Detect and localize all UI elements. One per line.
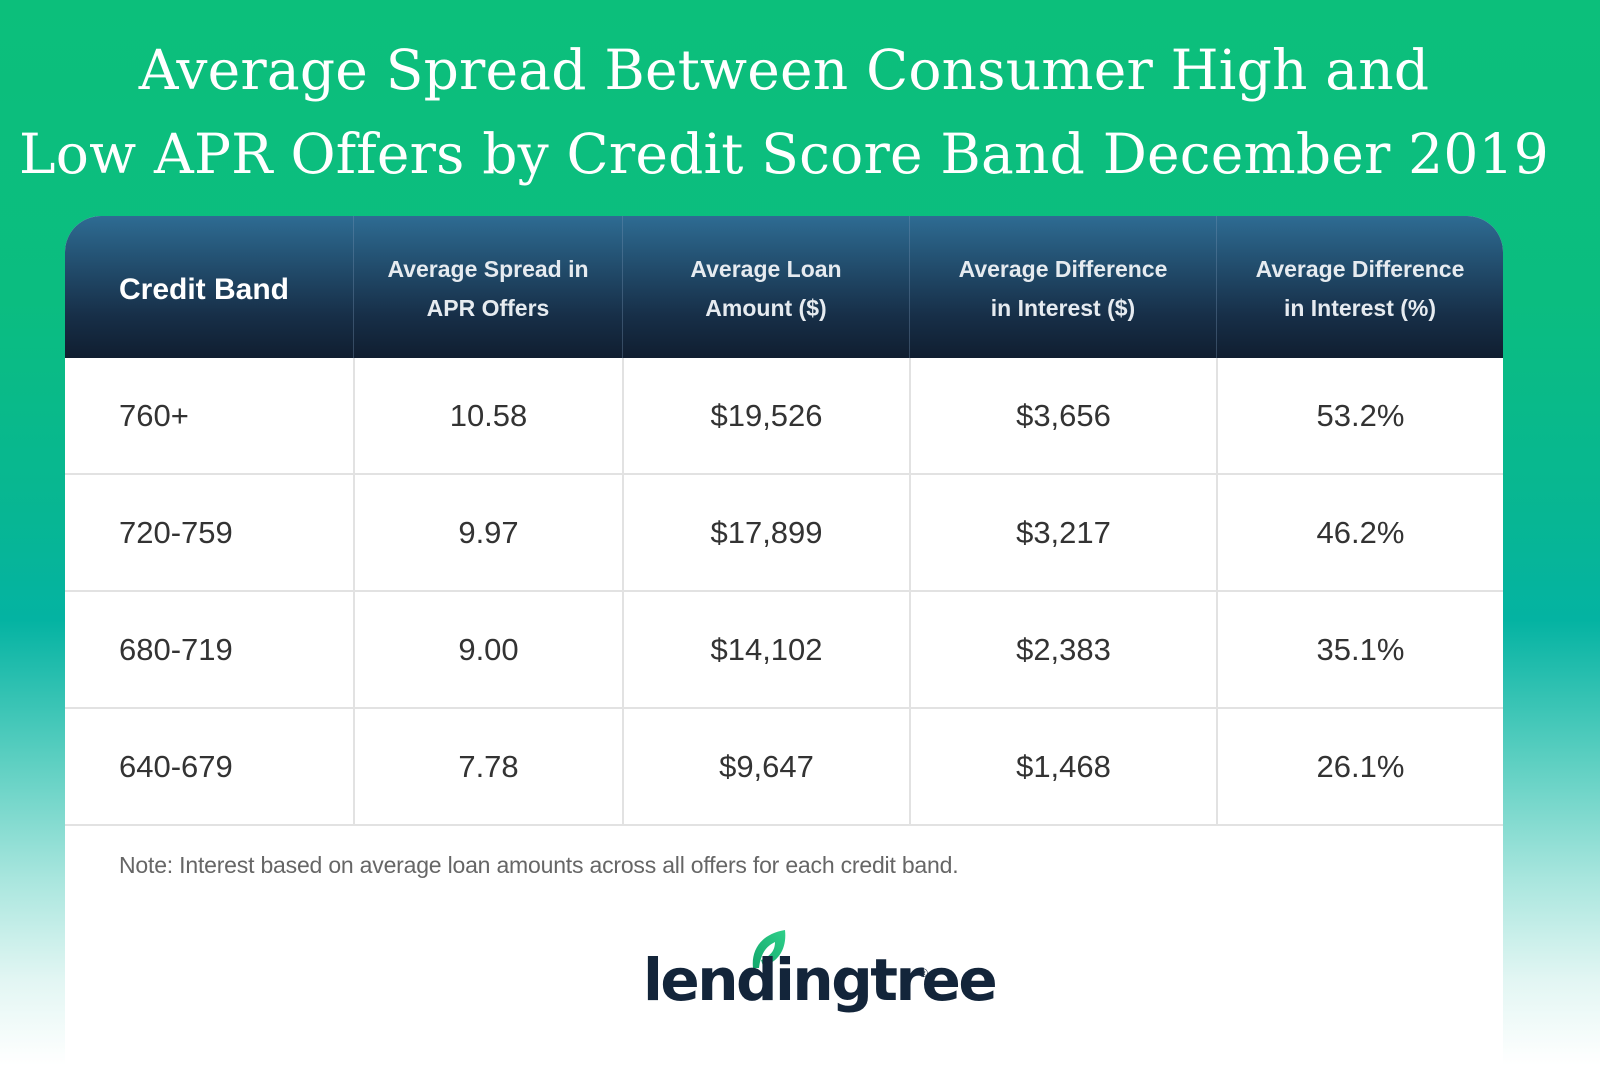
cell-average-loan-amount: $9,647	[622, 709, 909, 824]
table-row: 720-759 9.97 $17,899 $3,217 46.2%	[65, 475, 1503, 592]
cell-credit-band: 760+	[119, 397, 189, 433]
table-row: 760+ 10.58 $19,526 $3,656 53.2%	[65, 358, 1503, 475]
cell-credit-band: 680-719	[119, 631, 233, 667]
cell-average-spread: 9.97	[353, 475, 622, 590]
cell-credit-band: 720-759	[119, 514, 233, 550]
header-difference-interest-dollars: Average Difference in Interest ($)	[909, 216, 1216, 358]
cell-average-spread: 9.00	[353, 592, 622, 707]
cell-average-loan-amount: $14,102	[622, 592, 909, 707]
cell-credit-band: 640-679	[119, 748, 233, 784]
header-average-spread: Average Spread in APR Offers	[353, 216, 622, 358]
title-line-2: Low APR Offers by Credit Score Band Dece…	[19, 122, 1549, 186]
table-card: Credit Band Average Spread in APR Offers…	[65, 216, 1503, 1065]
header-average-loan-amount: Average Loan Amount ($)	[622, 216, 909, 358]
cell-difference-interest-dollars: $3,217	[909, 475, 1216, 590]
cell-difference-interest-percent: 46.2%	[1216, 475, 1503, 590]
cell-average-spread: 10.58	[353, 358, 622, 473]
cell-difference-interest-percent: 35.1%	[1216, 592, 1503, 707]
header-credit-band: Credit Band	[119, 272, 290, 306]
cell-difference-interest-dollars: $1,468	[909, 709, 1216, 824]
cell-difference-interest-dollars: $2,383	[909, 592, 1216, 707]
chart-title: Average Spread Between Consumer High and…	[0, 28, 1568, 196]
leaf-icon	[752, 930, 786, 968]
cell-difference-interest-percent: 53.2%	[1216, 358, 1503, 473]
cell-difference-interest-dollars: $3,656	[909, 358, 1216, 473]
table-header: Credit Band Average Spread in APR Offers…	[65, 216, 1503, 358]
cell-average-spread: 7.78	[353, 709, 622, 824]
table-body: 760+ 10.58 $19,526 $3,656 53.2% 720-759 …	[65, 358, 1503, 826]
lendingtree-logo: lendingtree ®	[643, 928, 998, 1018]
footnote: Note: Interest based on average loan amo…	[119, 852, 959, 878]
header-difference-interest-percent: Average Difference in Interest (%)	[1216, 216, 1503, 358]
title-line-1: Average Spread Between Consumer High and	[138, 38, 1430, 102]
cell-average-loan-amount: $17,899	[622, 475, 909, 590]
logo-wordmark: lendingtree	[643, 946, 998, 1014]
table-row: 640-679 7.78 $9,647 $1,468 26.1%	[65, 709, 1503, 826]
registered-mark: ®	[919, 966, 928, 980]
cell-difference-interest-percent: 26.1%	[1216, 709, 1503, 824]
cell-average-loan-amount: $19,526	[622, 358, 909, 473]
table-row: 680-719 9.00 $14,102 $2,383 35.1%	[65, 592, 1503, 709]
